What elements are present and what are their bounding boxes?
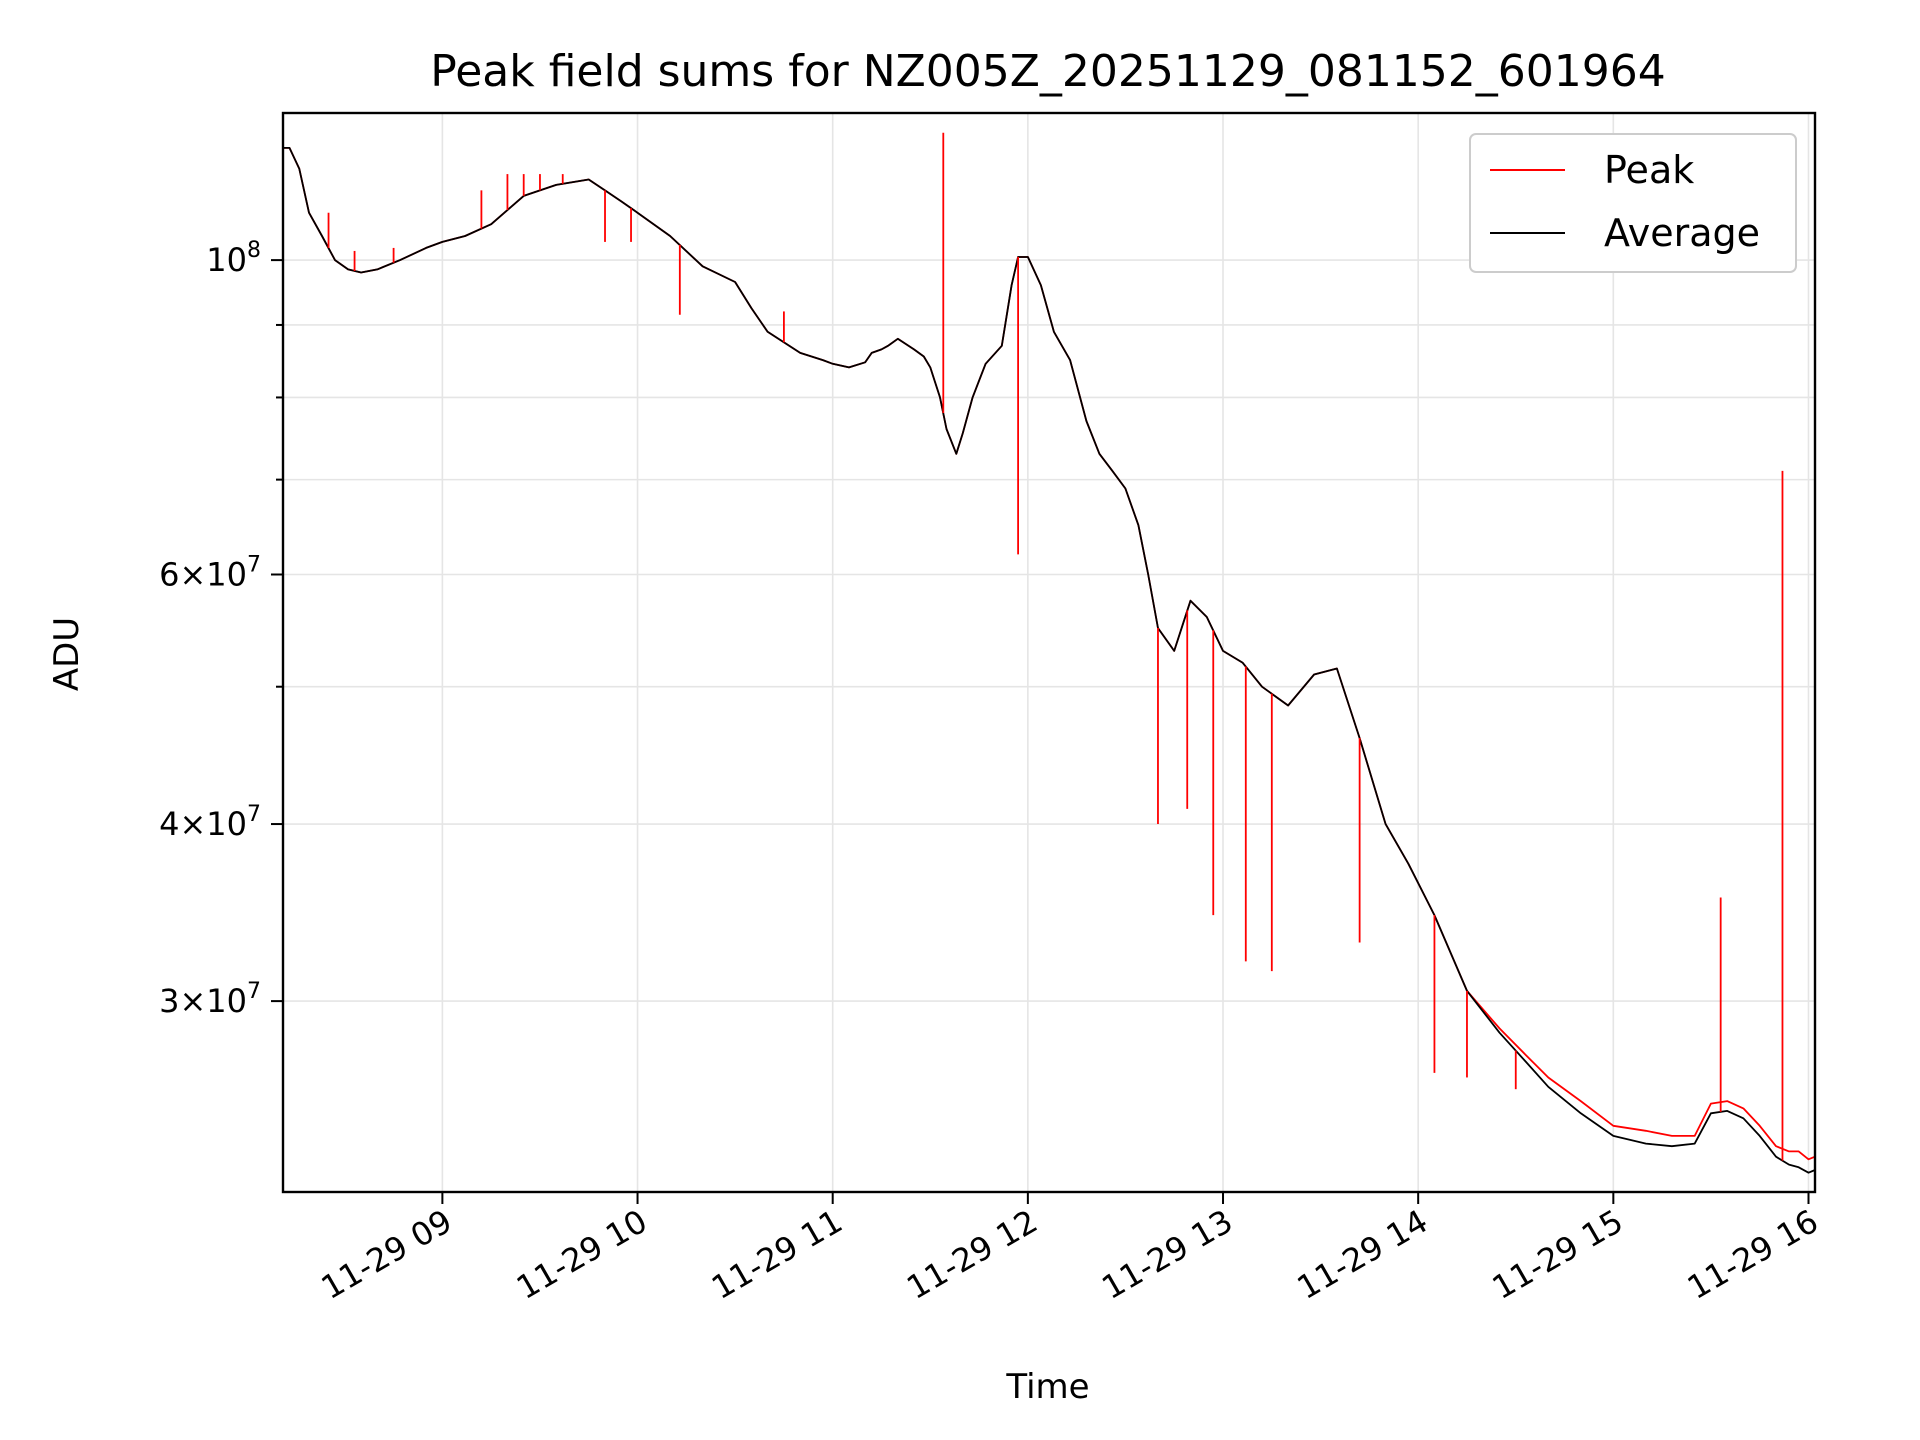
- grid-lines: [283, 113, 1815, 1192]
- legend: Peak Average: [1469, 133, 1797, 273]
- y-tick-label: 4×107: [159, 802, 261, 843]
- y-tick-label: 108: [206, 238, 261, 279]
- y-tick-label: 3×107: [159, 979, 261, 1020]
- chart-title: Peak field sums for NZ005Z_20251129_0811…: [430, 46, 1666, 97]
- x-axis-label: Time: [1005, 1367, 1089, 1407]
- legend-box: [1469, 133, 1797, 273]
- y-axis: 108 6×107 4×107 3×107: [159, 238, 283, 1020]
- series-layer: [283, 132, 1816, 1174]
- series-line-average: [283, 146, 1816, 1174]
- plot-frame: [281, 111, 1817, 1194]
- y-axis-label: ADU: [47, 617, 87, 691]
- legend-label-average: Average: [1604, 211, 1760, 255]
- legend-label-peak: Peak: [1604, 148, 1694, 192]
- y-tick-label: 6×107: [159, 553, 261, 594]
